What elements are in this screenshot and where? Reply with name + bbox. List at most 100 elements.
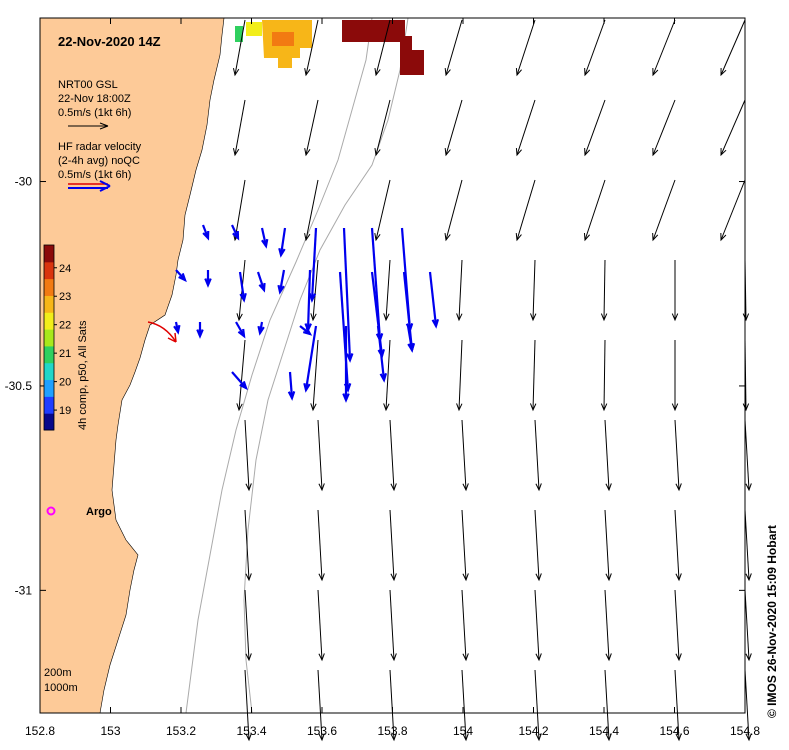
x-axis: 152.8 153 153.2 153.4 153.6 153.8 154 154.2 154.… <box>25 18 760 738</box>
x-tick-label: 153.2 <box>166 724 196 738</box>
model-arrow <box>583 179 606 242</box>
model-arrow <box>652 179 676 242</box>
model-arrow <box>461 509 469 582</box>
model-arrow <box>534 509 542 582</box>
model-arrow <box>310 259 319 322</box>
x-tick-label: 152.8 <box>25 724 55 738</box>
x-tick-label: 153 <box>100 724 120 738</box>
model-arrow <box>304 19 319 77</box>
x-tick-label: 153.8 <box>377 724 407 738</box>
radar-arrow <box>204 270 212 288</box>
y-tick-label: -30 <box>15 175 33 189</box>
x-tick-label: 154.6 <box>659 724 689 738</box>
model-arrow <box>383 259 391 322</box>
model-arrow <box>604 419 612 492</box>
radar-arrow <box>201 224 210 241</box>
colorbar-swatch <box>44 261 54 280</box>
model-arrow <box>310 339 319 412</box>
model-arrow <box>534 419 542 492</box>
model-arrow <box>389 419 397 492</box>
colorbar-tick-label: 20 <box>59 377 71 389</box>
model-arrow <box>244 419 252 492</box>
colorbar-swatch <box>44 295 54 313</box>
x-tick-label: 153.4 <box>236 724 266 738</box>
radar-arrow <box>303 325 318 393</box>
model-arrow <box>456 259 463 322</box>
model-arrow <box>600 259 608 322</box>
radar-arrow <box>238 271 247 303</box>
model-arrow <box>671 340 679 412</box>
colorbar-swatch <box>44 278 54 296</box>
model-arrow <box>461 669 469 742</box>
model-arrow <box>744 509 752 582</box>
colorbar-swatch <box>44 329 54 347</box>
radar-arrow <box>277 269 286 295</box>
model-velocity-arrows <box>232 19 752 742</box>
legend-model-line-2: 22-Nov 18:00Z <box>58 93 131 105</box>
argo-label: Argo <box>86 506 112 518</box>
model-arrow <box>515 99 536 157</box>
radar-arrow <box>308 227 318 303</box>
contour-200m <box>185 17 373 714</box>
model-arrow <box>674 509 682 582</box>
colorbar-frame <box>43 244 55 431</box>
model-arrow <box>720 99 746 157</box>
radar-arrow <box>278 227 287 258</box>
model-arrow <box>304 179 319 242</box>
contour-1000m <box>243 17 409 714</box>
sst-colorbar: 24 23 22 21 20 19 <box>43 244 71 431</box>
model-arrow <box>604 589 612 662</box>
legend-model-line-1: NRT00 GSL <box>58 79 118 91</box>
model-arrow <box>530 259 537 322</box>
argo-icon <box>46 506 56 516</box>
colorbar-swatch <box>44 413 54 431</box>
model-arrow <box>389 669 397 742</box>
sst-cell <box>272 32 294 46</box>
model-arrow <box>374 99 391 157</box>
model-arrow <box>236 339 246 412</box>
colorbar-swatch <box>44 245 54 263</box>
model-arrow <box>374 179 391 242</box>
model-arrow <box>389 509 397 582</box>
model-arrow <box>317 589 325 662</box>
model-arrow <box>584 99 606 157</box>
model-arrow <box>744 669 752 742</box>
model-arrow <box>600 339 608 412</box>
map-title: 22-Nov-2020 14Z <box>58 34 161 49</box>
colorbar-label: 4h comp, p50, All Sats <box>77 320 89 430</box>
model-arrow <box>374 19 391 77</box>
model-arrow <box>720 19 746 77</box>
radar-arrow <box>175 269 187 283</box>
model-arrow <box>674 589 682 662</box>
sst-cell-cluster <box>342 20 424 75</box>
model-arrow <box>317 509 325 582</box>
colorbar-tick-label: 22 <box>59 320 71 332</box>
model-arrow <box>515 19 536 77</box>
legend: NRT00 GSL 22-Nov 18:00Z 0.5m/s (1kt 6h) … <box>58 79 142 192</box>
sst-patches <box>235 20 424 75</box>
radar-arrow <box>260 227 269 249</box>
radar-arrow <box>299 325 313 336</box>
legend-radar-line-2: (2-4h avg) noQC <box>58 155 140 167</box>
model-arrow <box>456 339 463 412</box>
model-arrow <box>652 99 676 157</box>
radar-arrow <box>376 325 388 383</box>
model-arrow <box>652 19 676 77</box>
radar-arrow <box>342 326 350 403</box>
x-tick-label: 153.6 <box>307 724 337 738</box>
model-arrow <box>674 669 682 742</box>
model-arrow <box>389 589 397 662</box>
model-arrow <box>244 509 252 582</box>
model-arrow <box>317 419 325 492</box>
x-tick-label: 154.4 <box>589 724 619 738</box>
model-arrow <box>461 419 469 492</box>
colorbar-tick-label: 21 <box>59 348 71 360</box>
radar-arrow <box>256 271 266 293</box>
radar-arrow <box>173 321 181 335</box>
x-tick-label: 154 <box>453 724 473 738</box>
model-arrow <box>534 589 542 662</box>
sst-cell <box>235 26 243 42</box>
colorbar-swatch <box>44 379 54 397</box>
model-arrow <box>744 419 752 492</box>
imos-credit: © IMOS 26-Nov-2020 15:09 Hobart <box>765 525 779 718</box>
